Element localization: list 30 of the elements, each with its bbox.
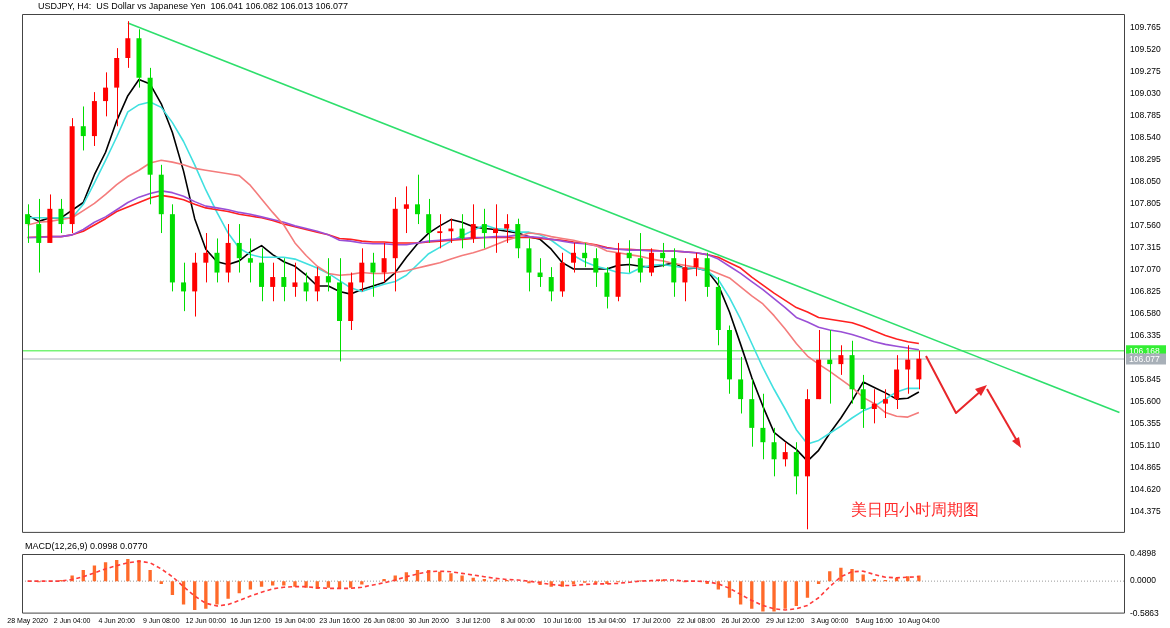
y-tick-label: 105.355 — [1130, 418, 1161, 429]
y-tick-label: 108.295 — [1130, 154, 1161, 165]
ref-line-label: 106.077 — [1129, 353, 1160, 364]
y-tick-label: 0.4898 — [1130, 548, 1157, 559]
y-tick-label: 105.845 — [1130, 374, 1161, 385]
y-tick-label: 107.560 — [1130, 220, 1161, 231]
y-tick-label: 108.785 — [1130, 110, 1161, 121]
y-tick-label: 104.865 — [1130, 462, 1161, 473]
y-tick-label: 109.765 — [1130, 22, 1161, 33]
y-tick-label: 0.0000 — [1130, 575, 1157, 586]
y-tick-label: 107.070 — [1130, 264, 1161, 275]
y-tick-label: 106.335 — [1130, 330, 1161, 341]
ref-line-label: 106.168 — [1129, 345, 1160, 356]
y-tick-label: 104.620 — [1130, 484, 1161, 495]
y-tick-label: 109.030 — [1130, 88, 1161, 99]
y-tick-label: 107.315 — [1130, 242, 1161, 253]
chart-title: USDJPY, H4: US Dollar vs Japanese Yen 106.041 106.082 106.013 106.077 — [38, 1, 349, 12]
y-tick-label: 109.520 — [1130, 44, 1161, 55]
chart-title: MACD(12,26,9) 0.0998 0.0770 — [25, 541, 148, 552]
y-tick-label: 105.600 — [1130, 396, 1161, 407]
y-tick-label: 106.580 — [1130, 308, 1161, 319]
annotation: 美日四小时周期图 — [851, 500, 980, 520]
y-tick-label: 104.375 — [1130, 506, 1161, 517]
y-tick-label: -0.5863 — [1130, 607, 1160, 618]
y-tick-label: 109.275 — [1130, 66, 1161, 77]
y-tick-label: 105.110 — [1130, 440, 1161, 451]
y-tick-label: 106.825 — [1130, 286, 1161, 297]
y-tick-label: 107.805 — [1130, 198, 1161, 209]
y-tick-label: 108.540 — [1130, 132, 1161, 143]
y-tick-label: 108.050 — [1130, 176, 1161, 187]
